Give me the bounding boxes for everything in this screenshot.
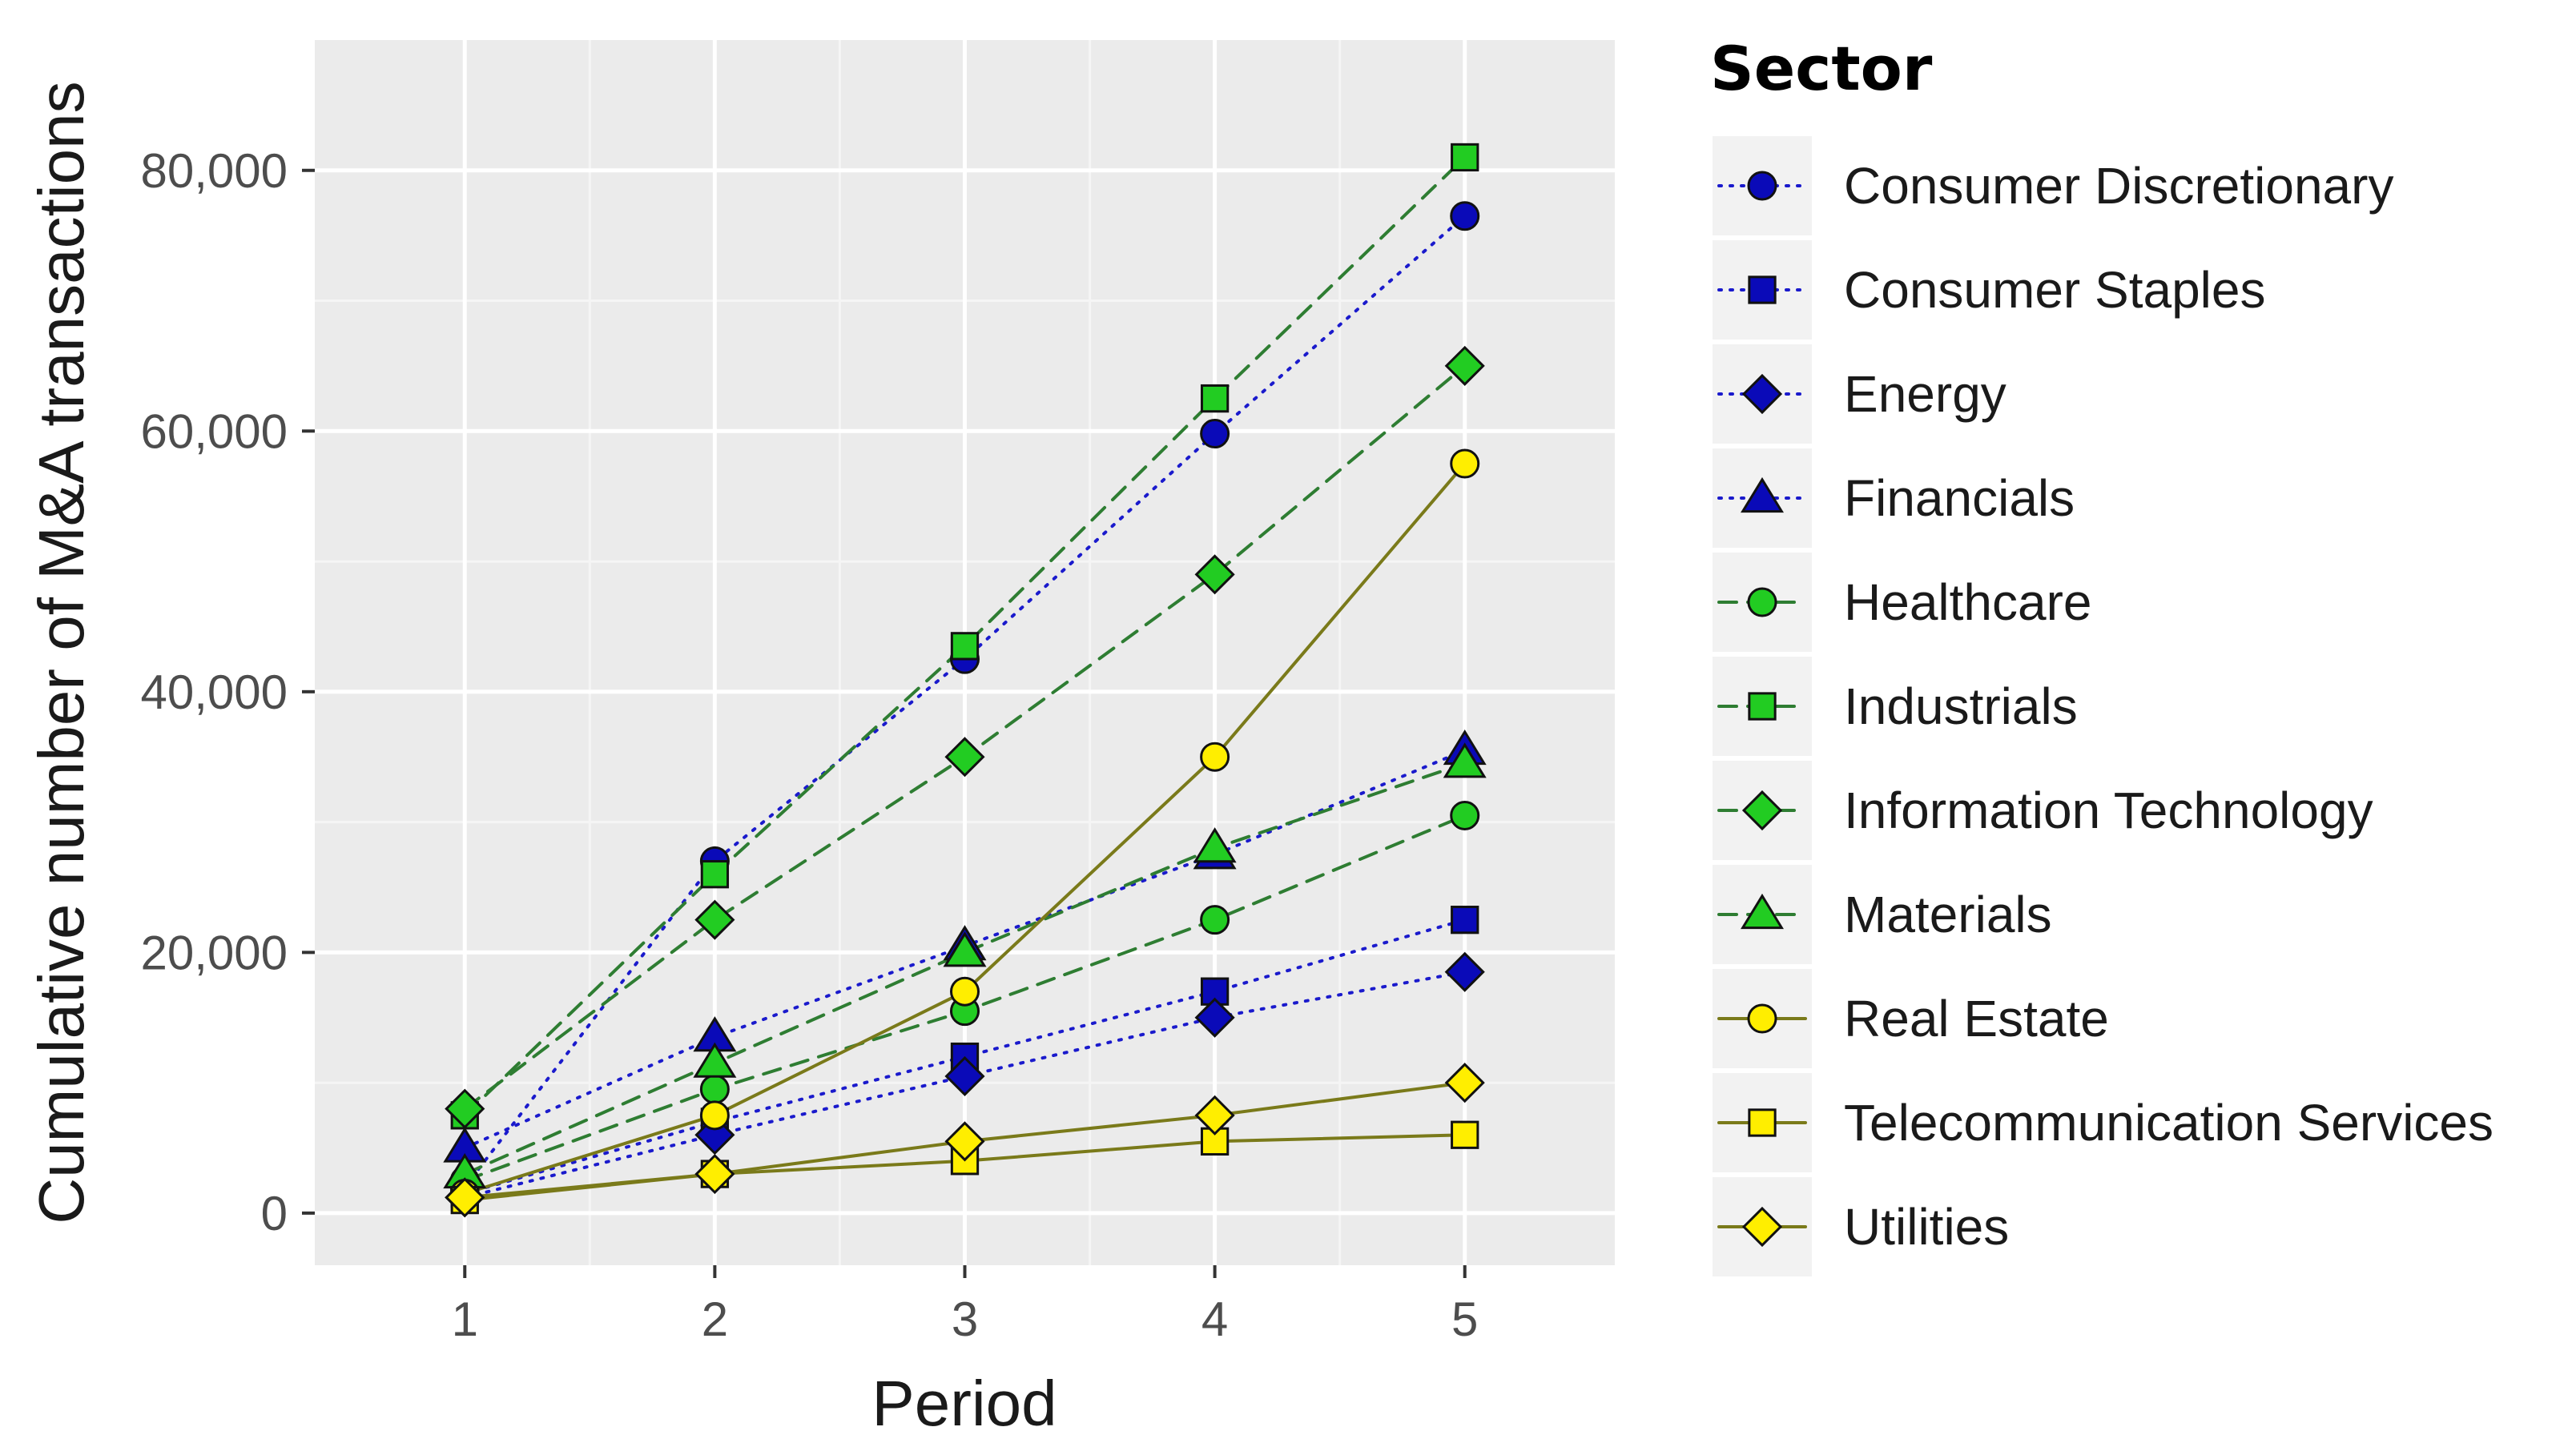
series-points — [443, 143, 1487, 1218]
point-information-technology-5 — [1444, 345, 1485, 386]
x-tick-labels: 1 2 3 4 5 — [452, 1292, 1479, 1346]
legend-label-financials: Financials — [1844, 469, 2075, 527]
legend-label-healthcare: Healthcare — [1844, 573, 2092, 631]
point-materials-2 — [693, 1042, 737, 1078]
x-tick-label: 2 — [702, 1292, 728, 1346]
point-materials-5 — [1443, 742, 1487, 778]
series-line-industrials — [463, 155, 1467, 1117]
point-energy-4 — [1194, 997, 1235, 1038]
y-tick-label: 60,000 — [140, 404, 288, 458]
point-real-estate-3 — [950, 976, 980, 1007]
legend-marker-energy — [1741, 373, 1783, 415]
y-tick-labels: 0 20,000 40,000 60,000 80,000 — [140, 144, 288, 1240]
y-axis-title: Cumulative number of M&A transactions — [26, 81, 97, 1224]
point-industrials-4 — [1200, 384, 1230, 413]
point-real-estate-4 — [1200, 742, 1230, 772]
x-tick-label: 4 — [1201, 1292, 1228, 1346]
point-consumer-staples-5 — [1451, 906, 1479, 935]
legend-label-real-estate: Real Estate — [1844, 990, 2109, 1047]
y-tick-label: 80,000 — [140, 144, 288, 198]
legend-label-energy: Energy — [1844, 365, 2006, 423]
legend-marker-industrials — [1748, 692, 1777, 721]
x-tick-label: 1 — [452, 1292, 478, 1346]
legend-label-consumer-staples: Consumer Staples — [1844, 261, 2265, 319]
legend-marker-real-estate — [1747, 1003, 1777, 1034]
axis-ticks — [302, 168, 1467, 1278]
point-information-technology-1 — [445, 1088, 485, 1129]
legend-label-telecommunication-services: Telecommunication Services — [1844, 1094, 2493, 1152]
x-tick-label: 3 — [952, 1292, 978, 1346]
point-telecommunication-services-5 — [1451, 1120, 1479, 1149]
legend-marker-telecommunication-services — [1748, 1108, 1777, 1137]
legend-label-utilities: Utilities — [1844, 1198, 2009, 1256]
legend-label-industrials: Industrials — [1844, 677, 2078, 735]
point-information-technology-3 — [944, 737, 985, 778]
legend-label-materials: Materials — [1844, 886, 2052, 943]
point-consumer-discretionary-4 — [1200, 419, 1230, 449]
point-information-technology-2 — [694, 899, 735, 940]
legend-marker-utilities — [1741, 1206, 1783, 1248]
point-utilities-4 — [1194, 1095, 1235, 1136]
legend-marker-materials — [1741, 893, 1784, 930]
point-real-estate-2 — [699, 1100, 730, 1131]
point-utilities-2 — [694, 1153, 735, 1195]
legend-label-consumer-discretionary: Consumer Discretionary — [1844, 157, 2393, 215]
point-industrials-3 — [950, 632, 980, 661]
point-consumer-discretionary-5 — [1450, 201, 1480, 231]
point-healthcare-5 — [1450, 800, 1480, 830]
point-industrials-2 — [700, 860, 730, 889]
point-industrials-5 — [1451, 143, 1479, 172]
legend: Consumer Discretionary Consumer Staples En… — [1713, 136, 2493, 1276]
point-materials-4 — [1193, 827, 1237, 863]
point-healthcare-2 — [699, 1074, 730, 1104]
point-utilities-1 — [445, 1177, 485, 1218]
y-tick-label: 20,000 — [140, 926, 288, 979]
legend-marker-financials — [1741, 476, 1784, 513]
point-utilities-5 — [1444, 1063, 1485, 1103]
legend-marker-healthcare — [1747, 587, 1777, 617]
y-tick-label: 0 — [261, 1187, 288, 1240]
point-energy-3 — [944, 1055, 985, 1097]
legend-marker-consumer-staples — [1748, 275, 1777, 304]
point-healthcare-4 — [1200, 905, 1230, 935]
legend-marker-information-technology — [1741, 790, 1783, 831]
legend-marker-consumer-discretionary — [1747, 171, 1777, 201]
point-real-estate-5 — [1450, 448, 1480, 479]
x-tick-label: 5 — [1451, 1292, 1478, 1346]
point-materials-3 — [943, 931, 987, 967]
y-tick-label: 40,000 — [140, 665, 288, 719]
point-utilities-3 — [944, 1121, 985, 1162]
legend-label-information-technology: Information Technology — [1844, 782, 2373, 839]
point-information-technology-4 — [1194, 554, 1235, 595]
point-energy-5 — [1444, 951, 1485, 992]
x-axis-title: Period — [871, 1368, 1057, 1439]
legend-title: Sector — [1710, 33, 1933, 104]
